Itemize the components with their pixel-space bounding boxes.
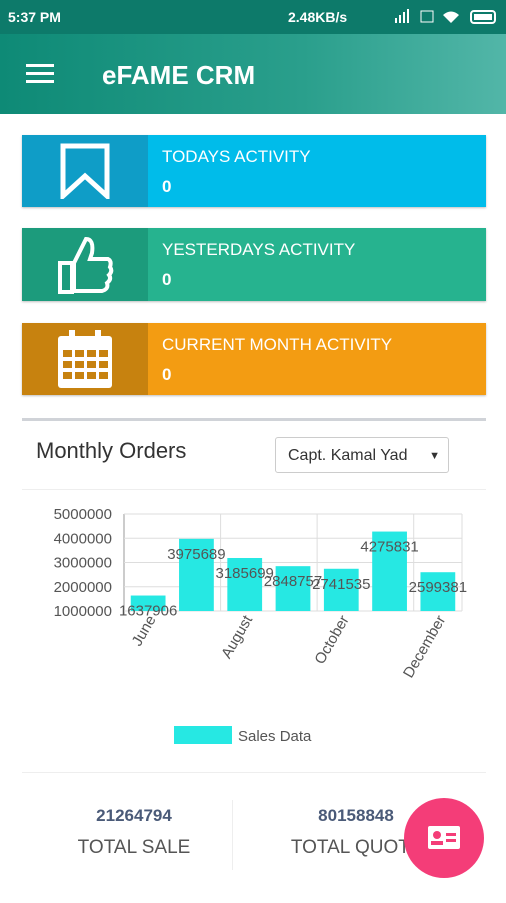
chart: 1000000 2000000 3000000 4000000 5000000 16379… [54, 506, 467, 745]
data-label: 1637906 [119, 603, 177, 620]
data-label: 2599381 [409, 579, 467, 596]
summary-value: 80158848 [318, 806, 394, 825]
card-label: YESTERDAYS ACTIVITY [162, 240, 356, 259]
time: 5:37 PM [8, 9, 61, 25]
select-value: Capt. Kamal Yad [288, 447, 408, 464]
card[interactable]: TODAYS ACTIVITY 0 [22, 135, 486, 207]
y-tick-label: 2000000 [54, 579, 112, 596]
summary-label: TOTAL SALE [77, 837, 191, 858]
card-value: 0 [162, 365, 172, 384]
bar [372, 531, 407, 611]
bar [179, 538, 214, 611]
app-bar: eFAME CRM [0, 34, 506, 114]
bar [323, 568, 359, 611]
summary-label: TOTAL QUOTA [290, 837, 422, 858]
data-label: 4275831 [360, 539, 418, 556]
card-value: 0 [162, 177, 172, 196]
x-tick-label: December [400, 613, 449, 681]
app-title: eFAME CRM [102, 60, 256, 90]
divider [22, 772, 486, 773]
card-label: TODAYS ACTIVITY [162, 147, 311, 166]
legend-swatch [174, 726, 232, 744]
card[interactable]: CURRENT MONTH ACTIVITY 0 [22, 323, 486, 395]
panel-title: Monthly Orders [36, 438, 187, 463]
thumb-icon [58, 236, 114, 294]
status-icons [395, 9, 496, 24]
bar [420, 572, 456, 611]
data-label: 2741535 [312, 576, 370, 593]
x-tick-label: August [218, 612, 256, 662]
y-tick-label: 3000000 [54, 555, 112, 572]
y-tick-label: 1000000 [54, 603, 112, 620]
y-tick-label: 5000000 [54, 506, 112, 523]
menu-button[interactable] [26, 64, 54, 84]
y-tick-label: 4000000 [54, 530, 112, 547]
bar [275, 566, 311, 611]
fab[interactable] [402, 796, 486, 880]
card[interactable]: YESTERDAYS ACTIVITY 0 [22, 228, 486, 301]
divider [22, 489, 486, 490]
legend-label: Sales Data [238, 728, 312, 745]
status-bar: 5:37 PM 2.48KB/s [0, 0, 506, 34]
data-label: 3975689 [167, 546, 225, 563]
bookmark-icon [60, 143, 110, 199]
summary-value: 21264794 [96, 806, 172, 825]
user-select[interactable]: Capt. Kamal Yad ▼ [275, 437, 449, 473]
card-value: 0 [162, 270, 172, 289]
orders-panel [22, 418, 486, 903]
calendar-icon [58, 330, 112, 388]
divider [232, 800, 233, 870]
card-label: CURRENT MONTH ACTIVITY [162, 335, 393, 354]
bar [130, 595, 166, 611]
data-label: 3185699 [216, 565, 274, 582]
bar [227, 557, 263, 611]
x-tick-label: October [311, 612, 352, 667]
net-speed: 2.48KB/s [288, 9, 348, 25]
data-label: 2848757 [264, 573, 322, 590]
